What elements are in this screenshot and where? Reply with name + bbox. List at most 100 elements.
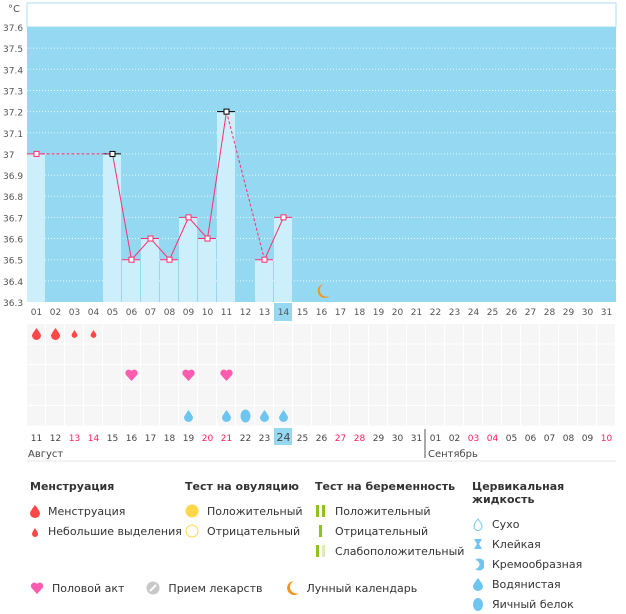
temperature-point: [109, 150, 116, 157]
grid-cell: [597, 365, 615, 385]
blood-drop-icon: [51, 328, 60, 340]
temperature-bar: [103, 153, 121, 302]
date-label: 04: [487, 434, 499, 444]
grid-cell: [46, 365, 64, 385]
y-tick-label: 37.6: [3, 24, 23, 34]
grid-cell: [122, 406, 140, 426]
date-label: 13: [69, 434, 80, 444]
y-tick-label: 37.2: [3, 109, 23, 119]
grid-cell: [103, 324, 121, 344]
temperature-bar: [141, 238, 159, 302]
grid-cell: [445, 406, 463, 426]
legend-label: Сухо: [492, 517, 520, 531]
grid-cell: [521, 365, 539, 385]
cycle-day-label: 09: [183, 308, 195, 318]
grid-cell: [122, 344, 140, 364]
legend-item: Менструация: [30, 501, 182, 521]
temperature-point: [166, 256, 173, 263]
grid-cell: [84, 365, 102, 385]
grid-cell: [502, 365, 520, 385]
bbt-chart: °C 37.6 37.5 37.4 37.3 37.2 37.1 37 36.9 36.8 36.7…: [3, 2, 617, 462]
grid-cell: [27, 365, 45, 385]
grid-cell: [597, 324, 615, 344]
temperature-bar: [179, 217, 197, 302]
cycle-day-label: 14: [278, 308, 290, 318]
date-label: 20: [202, 434, 214, 444]
grid-cell: [160, 365, 178, 385]
grid-cell: [426, 365, 444, 385]
cycle-day-label: 31: [601, 308, 612, 318]
temperature-point: [147, 235, 154, 242]
date-label: 30: [392, 434, 404, 444]
grid-cell: [65, 365, 83, 385]
cycle-day-label: 20: [392, 308, 404, 318]
temperature-bar: [274, 217, 292, 302]
date-label: 02: [449, 434, 460, 444]
grid-cell: [502, 406, 520, 426]
temperature-line: [207, 111, 227, 239]
grid-cell: [293, 324, 311, 344]
grid-cell: [483, 406, 501, 426]
y-tick-label: 36.3: [3, 299, 23, 309]
grid-cell: [578, 385, 596, 405]
grid-cell: [331, 365, 349, 385]
grid-cell: [84, 344, 102, 364]
date-label: 18: [164, 434, 176, 444]
grid-cell: [198, 406, 216, 426]
egg-white-icon: [240, 409, 251, 423]
grid-cell: [46, 385, 64, 405]
cycle-day-label: 25: [487, 308, 498, 318]
cycle-day-label: 29: [563, 308, 575, 318]
grid-cell: [179, 324, 197, 344]
two-lines-icon: [316, 505, 325, 517]
grid-cell: [426, 406, 444, 426]
grid-cell: [559, 365, 577, 385]
grid-cell: [350, 324, 368, 344]
grid-cell: [27, 385, 45, 405]
legend-item: Положительный: [315, 501, 464, 521]
grid-cell: [103, 344, 121, 364]
grid-cell: [312, 385, 330, 405]
cycle-day-label: 18: [354, 308, 366, 318]
grid-cell: [540, 344, 558, 364]
legend-item: Яичный белок: [472, 594, 626, 614]
grid-cell: [312, 406, 330, 426]
grid-cell: [559, 324, 577, 344]
grid-cell: [597, 344, 615, 364]
grid-cell: [274, 385, 292, 405]
grid-cell: [464, 324, 482, 344]
grid-cell: [84, 406, 102, 426]
temperature-line: [131, 238, 151, 261]
grid-cell: [350, 406, 368, 426]
grid-cell: [274, 344, 292, 364]
grid-cell: [198, 385, 216, 405]
grid-cell: [122, 324, 140, 344]
legend-ovulation: Тест на овуляцию Положительный Отрицател…: [185, 480, 303, 541]
cycle-day-label: 17: [335, 308, 346, 318]
legend-title: Тест на беременность: [315, 480, 456, 493]
date-label: 10: [601, 434, 613, 444]
grid-cell: [65, 406, 83, 426]
grid-cell: [407, 324, 425, 344]
empty-circle-icon: [185, 524, 199, 538]
legend-label: Отрицательный: [207, 524, 301, 538]
grid-cell: [312, 324, 330, 344]
temperature-point: [280, 214, 287, 221]
grid-cell: [407, 406, 425, 426]
grid-cell: [426, 344, 444, 364]
grid-cell: [578, 324, 596, 344]
date-label: 08: [563, 434, 575, 444]
legend-label: Отрицательный: [335, 524, 429, 538]
grid-cell: [141, 385, 159, 405]
watery-drop-icon: [473, 578, 483, 591]
month-label: Сентябрь: [428, 449, 478, 460]
plot-area: [27, 27, 616, 302]
heart-icon: [182, 369, 195, 381]
legend-cervical: Цервикальная жидкость Сухо Клейкая Кремо…: [472, 480, 626, 614]
grid-cell: [540, 385, 558, 405]
grid-cell: [198, 324, 216, 344]
legend-item: Небольшие выделения: [30, 521, 182, 541]
cycle-day-label: 04: [88, 308, 100, 318]
cycle-day-label: 03: [69, 308, 80, 318]
date-label: 25: [297, 434, 308, 444]
